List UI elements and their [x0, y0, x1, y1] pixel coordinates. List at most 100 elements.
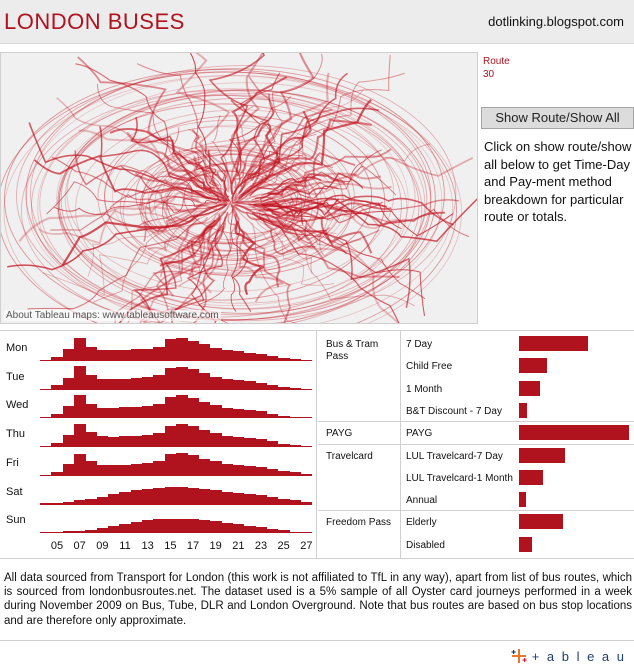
hour-bar[interactable] — [244, 409, 256, 419]
bus-route-line[interactable] — [74, 150, 211, 200]
blog-link[interactable]: dotlinking.blogspot.com — [488, 14, 624, 29]
hour-bar[interactable] — [130, 349, 143, 361]
hour-bar[interactable] — [74, 424, 86, 448]
hour-bar[interactable] — [221, 491, 234, 505]
bus-route-line[interactable] — [240, 93, 275, 188]
hour-bar[interactable] — [289, 531, 302, 534]
bus-route-line[interactable] — [142, 223, 222, 324]
hour-bar[interactable] — [210, 461, 222, 476]
bus-route-line[interactable] — [233, 203, 400, 279]
hour-bar[interactable] — [300, 473, 313, 476]
bus-route-line[interactable] — [251, 195, 310, 206]
bus-route-line[interactable] — [249, 176, 322, 197]
hour-bar[interactable] — [51, 502, 64, 505]
hour-bar[interactable] — [221, 463, 234, 476]
bus-route-line[interactable] — [240, 107, 379, 197]
hour-bar[interactable] — [164, 396, 177, 419]
payment-bar[interactable] — [519, 358, 547, 374]
hour-bar[interactable] — [164, 339, 177, 361]
bus-route-line[interactable] — [57, 98, 420, 316]
payment-bar[interactable] — [519, 447, 566, 463]
hour-bar[interactable] — [221, 435, 234, 448]
hour-bar[interactable] — [130, 435, 143, 448]
bus-route-line[interactable] — [168, 171, 228, 203]
hour-bar[interactable] — [300, 502, 313, 505]
hour-bar[interactable] — [40, 531, 52, 534]
bus-route-line[interactable] — [64, 92, 416, 304]
hour-bar[interactable] — [164, 368, 177, 390]
bus-route-line[interactable] — [207, 149, 230, 199]
hour-bar[interactable] — [119, 378, 132, 390]
show-route-button[interactable]: Show Route/Show All — [481, 107, 634, 129]
hour-bar[interactable] — [278, 498, 290, 505]
bus-route-line[interactable] — [159, 203, 232, 278]
hour-bar[interactable] — [96, 407, 109, 419]
hour-bar[interactable] — [221, 378, 234, 390]
bus-route-line[interactable] — [245, 156, 474, 201]
hour-bar[interactable] — [244, 465, 256, 476]
bus-route-line[interactable] — [56, 97, 204, 184]
hour-bar[interactable] — [85, 346, 98, 361]
hour-bar[interactable] — [255, 495, 268, 505]
hour-bar[interactable] — [187, 397, 200, 419]
hour-bar[interactable] — [130, 521, 143, 534]
bus-route-line[interactable] — [266, 208, 304, 226]
hour-bar[interactable] — [96, 528, 109, 534]
bus-route-line[interactable] — [122, 149, 329, 274]
hour-bar[interactable] — [198, 429, 211, 448]
hour-bar[interactable] — [108, 379, 120, 390]
hour-bar[interactable] — [130, 378, 143, 390]
hour-bar[interactable] — [255, 411, 268, 419]
hour-bar[interactable] — [119, 524, 132, 534]
hour-bar[interactable] — [289, 388, 302, 390]
bus-route-line[interactable] — [193, 156, 232, 205]
hour-bar[interactable] — [40, 474, 52, 476]
hour-bar[interactable] — [62, 349, 75, 361]
bus-route-line[interactable] — [216, 205, 236, 262]
bus-route-line[interactable] — [75, 109, 408, 310]
bus-route-line[interactable] — [119, 149, 313, 266]
hour-bar[interactable] — [142, 520, 154, 534]
map-credit[interactable]: About Tableau maps: www.tableausoftware.… — [4, 310, 221, 321]
hour-bar[interactable] — [266, 528, 279, 534]
hour-bar[interactable] — [85, 498, 98, 505]
bus-route-line[interactable] — [238, 228, 285, 303]
hour-bar[interactable] — [187, 340, 200, 361]
hour-bar[interactable] — [62, 406, 75, 419]
hour-bar[interactable] — [119, 436, 132, 448]
hour-bar[interactable] — [176, 338, 188, 361]
bus-route-line[interactable] — [50, 203, 222, 231]
bus-route-line[interactable] — [87, 207, 218, 278]
hour-bar[interactable] — [164, 487, 177, 505]
hour-bar[interactable] — [266, 468, 279, 476]
hour-bar[interactable] — [153, 487, 166, 505]
bus-route-line[interactable] — [111, 124, 350, 268]
bus-route-line[interactable] — [18, 202, 226, 242]
bus-route-line[interactable] — [256, 214, 404, 324]
bus-route-line[interactable] — [163, 163, 298, 245]
hour-bar[interactable] — [176, 366, 188, 390]
bus-route-line[interactable] — [75, 63, 223, 195]
hour-bar[interactable] — [221, 350, 234, 361]
hour-bar[interactable] — [244, 525, 256, 534]
bus-route-line[interactable] — [233, 204, 316, 255]
hour-bar[interactable] — [40, 445, 52, 448]
hour-bar[interactable] — [278, 386, 290, 390]
bus-route-line[interactable] — [61, 203, 226, 266]
hour-bar[interactable] — [255, 527, 268, 534]
hour-bar[interactable] — [176, 487, 188, 505]
bus-route-line[interactable] — [54, 201, 203, 215]
bus-route-line[interactable] — [145, 169, 288, 256]
bus-route-line[interactable] — [97, 83, 223, 195]
bus-route-line[interactable] — [250, 222, 335, 286]
hour-bar[interactable] — [255, 439, 268, 448]
hour-bar[interactable] — [300, 445, 313, 448]
hour-bar[interactable] — [51, 385, 64, 390]
bus-route-line[interactable] — [246, 53, 315, 179]
hour-bar[interactable] — [51, 442, 64, 448]
hour-bar[interactable] — [96, 350, 109, 361]
bus-route-line[interactable] — [148, 146, 322, 252]
hour-bar[interactable] — [85, 403, 98, 419]
bus-route-line[interactable] — [78, 129, 230, 203]
hour-bar[interactable] — [210, 433, 222, 448]
